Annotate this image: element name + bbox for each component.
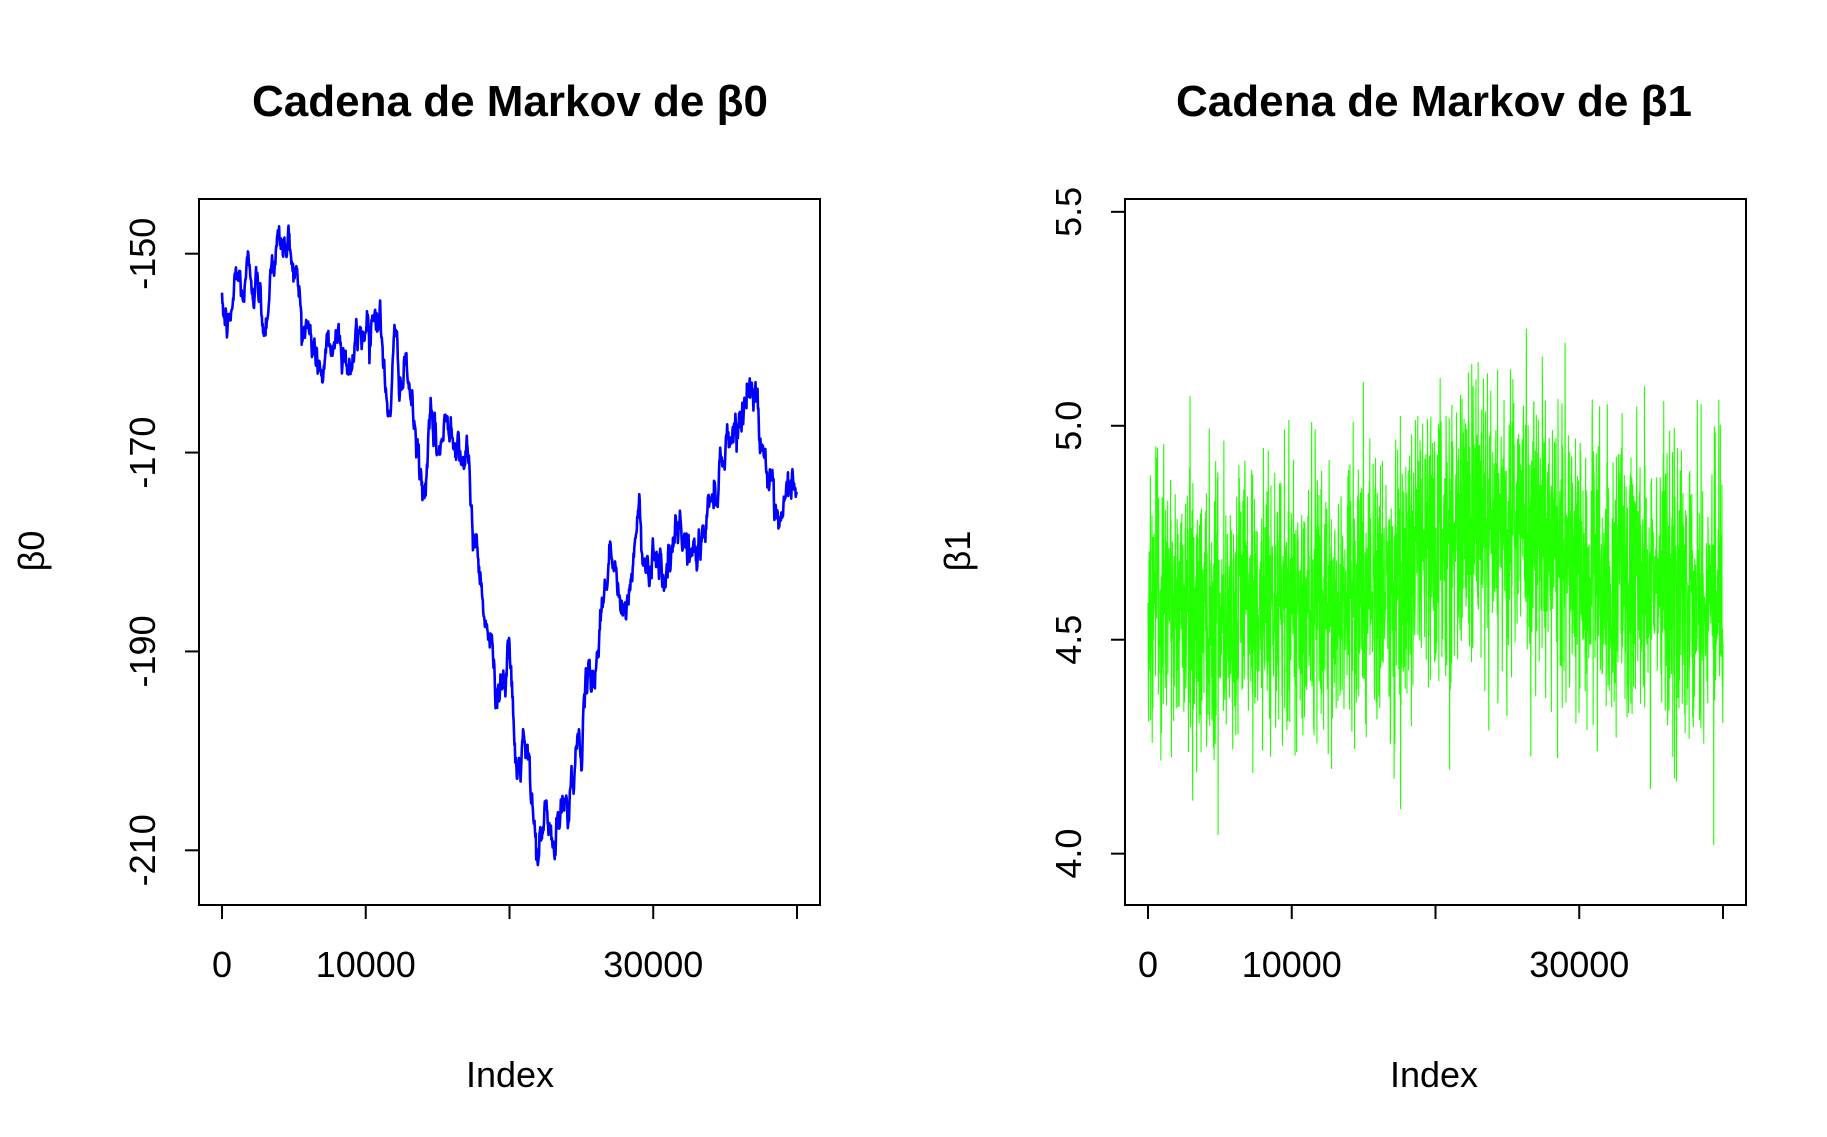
y-axis-label: β0 (11, 531, 52, 572)
y-ticks: -150 -170 -190 -210 (122, 218, 199, 886)
y-tick-label: 5.5 (1048, 187, 1089, 237)
y-tick-label: -170 (122, 417, 163, 489)
x-ticks: 0 10000 30000 (1138, 905, 1724, 985)
x-tick-label: 10000 (316, 944, 416, 985)
series-line-beta1 (1147, 328, 1724, 846)
y-tick-label: 4.5 (1048, 615, 1089, 665)
chart-title: Cadena de Markov de β0 (252, 77, 768, 126)
y-tick-label: 5.0 (1048, 401, 1089, 451)
x-ticks: 0 10000 30000 (212, 905, 798, 985)
y-ticks: 4.0 4.5 5.0 5.5 (1048, 187, 1125, 879)
x-tick-label: 30000 (603, 944, 703, 985)
y-tick-label: -210 (122, 814, 163, 886)
x-tick-label: 0 (212, 944, 232, 985)
y-tick-label: -150 (122, 218, 163, 290)
x-tick-label: 30000 (1529, 944, 1629, 985)
y-tick-label: -190 (122, 615, 163, 687)
chart-title: Cadena de Markov de β1 (1176, 77, 1692, 126)
y-axis-label: β1 (937, 531, 978, 572)
x-axis-label: Index (1390, 1054, 1478, 1095)
chart-beta1: Cadena de Markov de β1 0 10000 30000 4.04.… (937, 77, 1747, 1095)
x-tick-label: 10000 (1242, 944, 1342, 985)
x-axis-label: Index (466, 1054, 554, 1095)
chart-beta0: Cadena de Markov de β0 0 10000 30000 -150-… (11, 77, 821, 1095)
x-tick-label: 0 (1138, 944, 1158, 985)
y-tick-label: 4.0 (1048, 829, 1089, 879)
plot-frame (198, 198, 821, 906)
series-line-beta0 (220, 224, 799, 867)
